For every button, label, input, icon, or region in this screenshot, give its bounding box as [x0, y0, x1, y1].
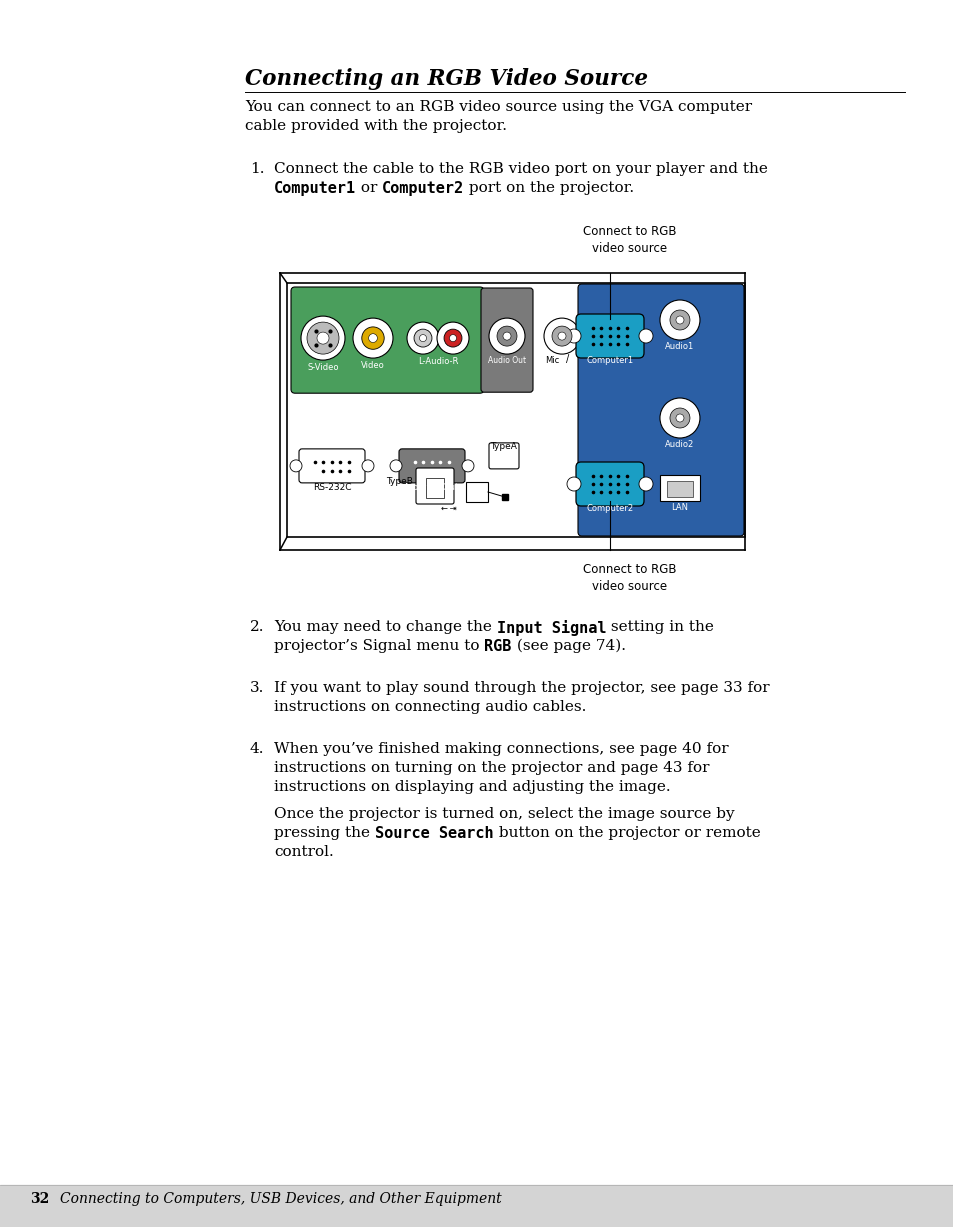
Text: cable provided with the projector.: cable provided with the projector. [245, 119, 506, 133]
Circle shape [449, 335, 456, 341]
Circle shape [639, 477, 652, 491]
Text: RS-232C: RS-232C [313, 483, 351, 492]
Circle shape [669, 409, 689, 428]
Bar [426, 479, 443, 498]
Text: Audio2: Audio2 [664, 440, 694, 449]
Text: Mic: Mic [544, 356, 558, 366]
Text: instructions on connecting audio cables.: instructions on connecting audio cables. [274, 699, 586, 714]
FancyBboxPatch shape [416, 467, 454, 504]
Circle shape [566, 329, 580, 344]
Circle shape [390, 460, 401, 472]
Text: Connect the cable to the RGB video port on your player and the: Connect the cable to the RGB video port … [274, 162, 767, 175]
Circle shape [669, 310, 689, 330]
Circle shape [659, 398, 700, 438]
Circle shape [558, 333, 565, 340]
Text: Monitor Out: Monitor Out [405, 483, 458, 492]
Circle shape [676, 413, 683, 422]
Circle shape [301, 317, 345, 360]
Text: LAN: LAN [671, 503, 688, 512]
Text: pressing the: pressing the [274, 826, 375, 840]
Bar [666, 481, 692, 497]
Circle shape [543, 318, 579, 355]
Circle shape [290, 460, 302, 472]
Text: ← ⇥: ← ⇥ [440, 504, 456, 513]
FancyBboxPatch shape [576, 314, 643, 358]
Text: Computer1: Computer1 [274, 182, 355, 196]
Text: RGB: RGB [484, 639, 511, 654]
Circle shape [316, 333, 329, 344]
Text: button on the projector or remote: button on the projector or remote [493, 826, 760, 840]
Text: (see page 74).: (see page 74). [511, 639, 625, 654]
Text: setting in the: setting in the [605, 620, 714, 634]
Text: Connect to RGB
video source: Connect to RGB video source [582, 225, 676, 255]
Circle shape [361, 460, 374, 472]
Text: 4.: 4. [250, 742, 264, 756]
Text: instructions on turning on the projector and page 43 for: instructions on turning on the projector… [274, 761, 709, 775]
Text: port on the projector.: port on the projector. [464, 182, 634, 195]
Text: L-Audio-R: L-Audio-R [417, 357, 457, 366]
Circle shape [497, 326, 517, 346]
Text: Once the projector is turned on, select the image source by: Once the projector is turned on, select … [274, 807, 734, 821]
FancyBboxPatch shape [398, 449, 464, 483]
Circle shape [639, 329, 652, 344]
Bar [287, 283, 744, 537]
Text: Connecting to Computers, USB Devices, and Other Equipment: Connecting to Computers, USB Devices, an… [60, 1191, 501, 1206]
Text: Audio Out: Audio Out [487, 356, 525, 366]
Text: If you want to play sound through the projector, see page 33 for: If you want to play sound through the pr… [274, 681, 769, 694]
Circle shape [502, 333, 511, 340]
Text: When you’ve finished making connections, see page 40 for: When you’ve finished making connections,… [274, 742, 728, 756]
Text: Input Signal: Input Signal [497, 620, 605, 636]
Text: Computer1: Computer1 [586, 356, 633, 364]
Text: 1.: 1. [250, 162, 264, 175]
Text: instructions on displaying and adjusting the image.: instructions on displaying and adjusting… [274, 780, 670, 794]
Bar [465, 482, 488, 502]
Circle shape [461, 460, 474, 472]
Text: Connect to RGB
video source: Connect to RGB video source [582, 563, 676, 593]
Circle shape [419, 335, 426, 341]
Bar [0, 1185, 953, 1227]
Text: 2.: 2. [250, 620, 264, 634]
Bar [659, 475, 700, 501]
Circle shape [436, 323, 469, 355]
FancyBboxPatch shape [576, 463, 643, 506]
Circle shape [552, 326, 572, 346]
Text: You can connect to an RGB video source using the VGA computer: You can connect to an RGB video source u… [245, 99, 751, 114]
Text: TypeB: TypeB [386, 477, 413, 486]
Circle shape [566, 477, 580, 491]
Circle shape [353, 318, 393, 358]
Text: projector’s Signal menu to: projector’s Signal menu to [274, 639, 484, 653]
FancyBboxPatch shape [480, 288, 533, 393]
FancyBboxPatch shape [291, 287, 483, 393]
Text: You may need to change the: You may need to change the [274, 620, 497, 634]
Text: Source Search: Source Search [375, 826, 493, 840]
Text: Connecting an RGB Video Source: Connecting an RGB Video Source [245, 67, 647, 90]
Text: S-Video: S-Video [307, 363, 338, 372]
Circle shape [407, 323, 438, 355]
Text: Computer2: Computer2 [586, 504, 633, 513]
Circle shape [659, 299, 700, 340]
Circle shape [489, 318, 524, 355]
Text: TypeA: TypeA [490, 442, 517, 450]
Text: control.: control. [274, 845, 334, 859]
FancyBboxPatch shape [298, 449, 365, 483]
Circle shape [361, 326, 384, 350]
Circle shape [414, 329, 432, 347]
Circle shape [443, 329, 461, 347]
Text: Audio1: Audio1 [664, 342, 694, 351]
Text: or: or [355, 182, 382, 195]
FancyBboxPatch shape [489, 443, 518, 469]
Text: Computer2: Computer2 [382, 182, 464, 196]
Circle shape [307, 323, 338, 355]
Text: Video: Video [361, 361, 384, 371]
Text: 3.: 3. [250, 681, 264, 694]
Text: 32: 32 [30, 1191, 50, 1206]
Circle shape [676, 317, 683, 324]
Circle shape [368, 334, 377, 342]
FancyBboxPatch shape [578, 283, 743, 536]
Text: /: / [565, 355, 569, 364]
